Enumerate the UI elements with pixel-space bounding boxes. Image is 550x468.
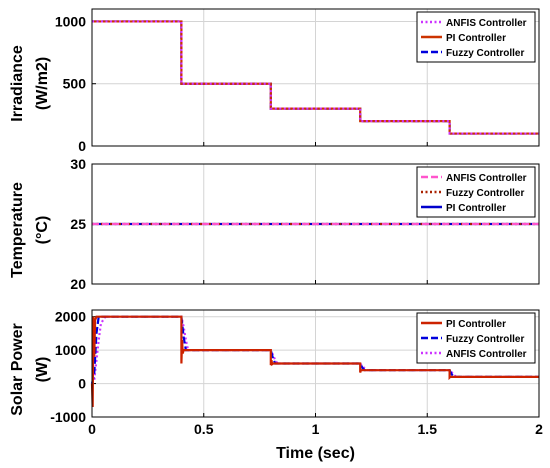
- y-axis-label: Temperature: [9, 182, 26, 278]
- y-axis-label: Irradiance: [9, 45, 26, 122]
- x-tick-label: 2: [535, 421, 543, 437]
- legend-box: [416, 166, 536, 218]
- x-tick-label: 1.5: [418, 421, 438, 437]
- legend: ANFIS Controller PI Controller Fuzzy Contr…: [416, 11, 536, 63]
- legend-label: ANFIS Controller: [446, 18, 527, 29]
- legend-label: Fuzzy Controller: [446, 48, 524, 59]
- legend-label: PI Controller: [446, 33, 506, 44]
- series-line: [90, 315, 539, 408]
- plot-frame: [91, 8, 540, 147]
- panel-2: 20 25 30 Temperature (°C) ANFIS Controller Fuz…: [9, 156, 540, 292]
- x-axis-label: Time (sec): [276, 445, 355, 462]
- legend-label: PI Controller: [446, 203, 506, 214]
- y-tick-label: 0: [78, 376, 86, 392]
- plot-frame: [91, 309, 540, 418]
- y-axis-label-unit: (W/m2): [34, 57, 51, 110]
- legend-label: PI Controller: [446, 319, 506, 330]
- y-tick-label: 1000: [55, 342, 86, 358]
- x-tick-label: 0.5: [194, 421, 214, 437]
- legend-label: Fuzzy Controller: [446, 188, 524, 199]
- legend-label: ANFIS Controller: [446, 173, 527, 184]
- plot-frame: [91, 163, 540, 285]
- panel-1: 0 500 1000 Irradiance (W/m2) ANFIS Controller…: [9, 8, 540, 154]
- y-axis-label-unit: (W): [34, 357, 51, 383]
- y-tick-label: 25: [70, 216, 86, 232]
- y-tick-label: 30: [70, 156, 86, 172]
- series-line: [91, 315, 539, 385]
- x-tick-label: 1: [312, 421, 320, 437]
- y-axis-label-unit: (°C): [34, 216, 51, 245]
- y-tick-label: 20: [70, 276, 86, 292]
- y-tick-label: 1000: [55, 13, 86, 29]
- y-tick-label: -1000: [50, 409, 86, 425]
- legend: PI Controller Fuzzy Controller ANFIS Contr…: [416, 312, 536, 364]
- y-tick-label: 2000: [55, 309, 86, 325]
- legend-label: Fuzzy Controller: [446, 334, 524, 345]
- y-axis-label: Solar Power: [9, 323, 26, 415]
- y-tick-label: 0: [78, 138, 86, 154]
- y-tick-label: 500: [63, 76, 87, 92]
- series-line: [92, 20, 539, 135]
- legend-label: ANFIS Controller: [446, 349, 527, 360]
- legend: ANFIS Controller Fuzzy Controller PI Contr…: [416, 166, 536, 218]
- x-tick-label: 0: [88, 421, 96, 437]
